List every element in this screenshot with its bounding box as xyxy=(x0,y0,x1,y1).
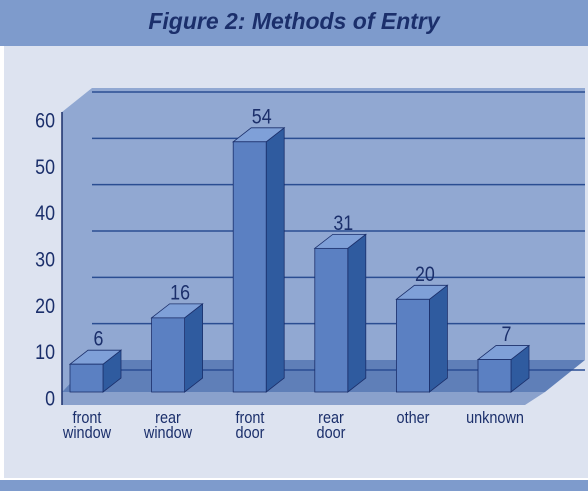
bar-side xyxy=(347,233,367,393)
bar-side xyxy=(184,303,204,393)
y-tick-label: 60 xyxy=(35,109,55,133)
bar xyxy=(232,141,267,393)
x-tick-label: rear window xyxy=(143,410,193,442)
bottom-band xyxy=(0,480,588,491)
bar xyxy=(314,247,349,393)
bar xyxy=(69,363,104,393)
value-label: 7 xyxy=(502,323,512,347)
value-label: 54 xyxy=(252,105,272,129)
bar-side xyxy=(428,284,448,393)
x-tick-label-box: front window xyxy=(62,410,111,442)
y-tick-label: 20 xyxy=(35,295,55,319)
value-label: 16 xyxy=(170,281,190,305)
y-tick-label: 10 xyxy=(35,341,55,365)
floor-edge xyxy=(62,392,545,405)
x-tick-label-box: rear door xyxy=(316,410,346,442)
value-label: 20 xyxy=(415,263,435,287)
x-tick-label-box: rear window xyxy=(143,410,193,442)
bar xyxy=(395,298,430,393)
bar xyxy=(477,359,512,393)
y-tick-label: 50 xyxy=(35,156,55,180)
bar-side xyxy=(265,126,285,393)
x-tick-label-box: front door xyxy=(235,410,265,442)
x-tick-label-box: other xyxy=(396,410,430,427)
x-tick-label: front window xyxy=(62,410,111,442)
value-label: 31 xyxy=(333,212,353,236)
x-tick-label-box: unknown xyxy=(465,410,524,427)
y-tick-label: 0 xyxy=(45,387,55,411)
x-tick-label: other xyxy=(396,410,430,427)
x-tick-label: front door xyxy=(235,410,265,442)
y-tick-label: 40 xyxy=(35,202,55,226)
chart-title: Figure 2: Methods of Entry xyxy=(148,8,441,34)
value-label: 6 xyxy=(94,327,104,351)
y-tick-label: 30 xyxy=(35,248,55,272)
bar xyxy=(151,317,186,393)
title-band xyxy=(0,0,588,46)
x-tick-label: unknown xyxy=(465,410,524,427)
x-tick-label: rear door xyxy=(316,410,346,442)
